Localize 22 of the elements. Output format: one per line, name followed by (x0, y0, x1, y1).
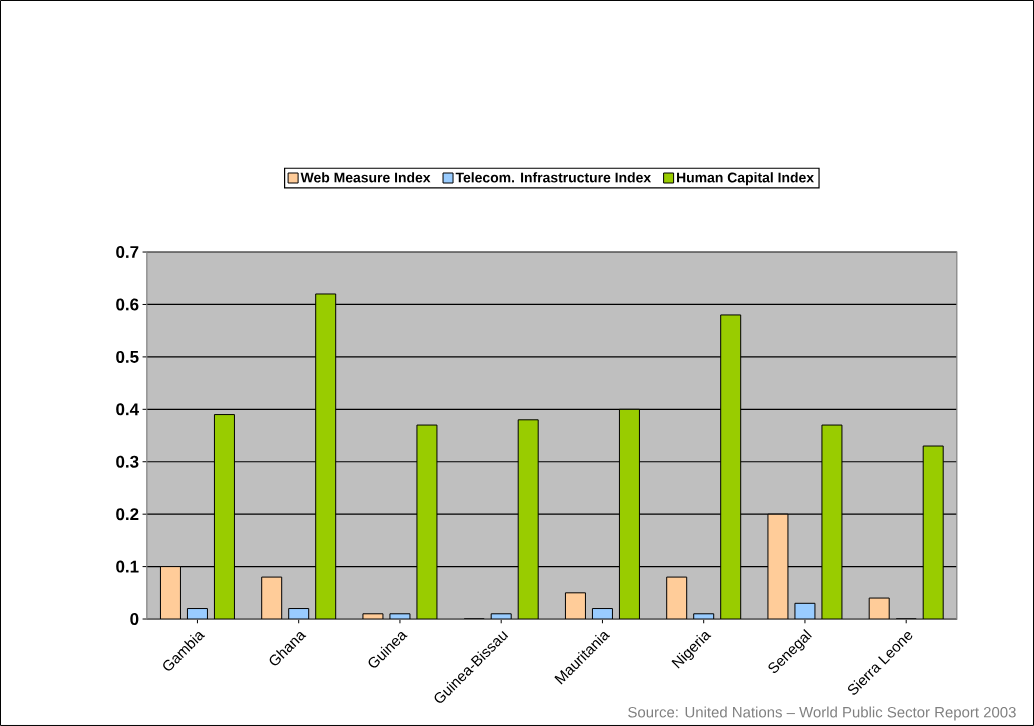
y-tick-label: 0.4 (116, 403, 139, 416)
y-tick-label: 0.7 (116, 246, 139, 259)
y-tick-label: 0.6 (116, 298, 139, 311)
bar (720, 314, 742, 620)
legend-label: Human Capital Index (677, 172, 814, 186)
bar (517, 419, 539, 620)
y-tick-label: 0.3 (116, 455, 139, 468)
bar (213, 414, 235, 620)
y-tick-label: 0 (130, 613, 139, 626)
bar (618, 408, 640, 620)
source-note: Source: United Nations – World Public Sector Report 2003 (628, 706, 1016, 721)
y-tick-label: 0.5 (116, 350, 139, 363)
legend-label: Web Measure Index (300, 172, 431, 183)
bar (261, 576, 283, 620)
bar (315, 293, 337, 620)
bar (159, 566, 181, 620)
bar (666, 576, 688, 620)
legend-label: Telecom. Infrastructure Index (455, 172, 652, 183)
y-tick-label: 0.1 (116, 560, 139, 573)
y-tick-label: 0.2 (116, 508, 139, 521)
bar (564, 592, 586, 620)
bar (922, 445, 944, 620)
